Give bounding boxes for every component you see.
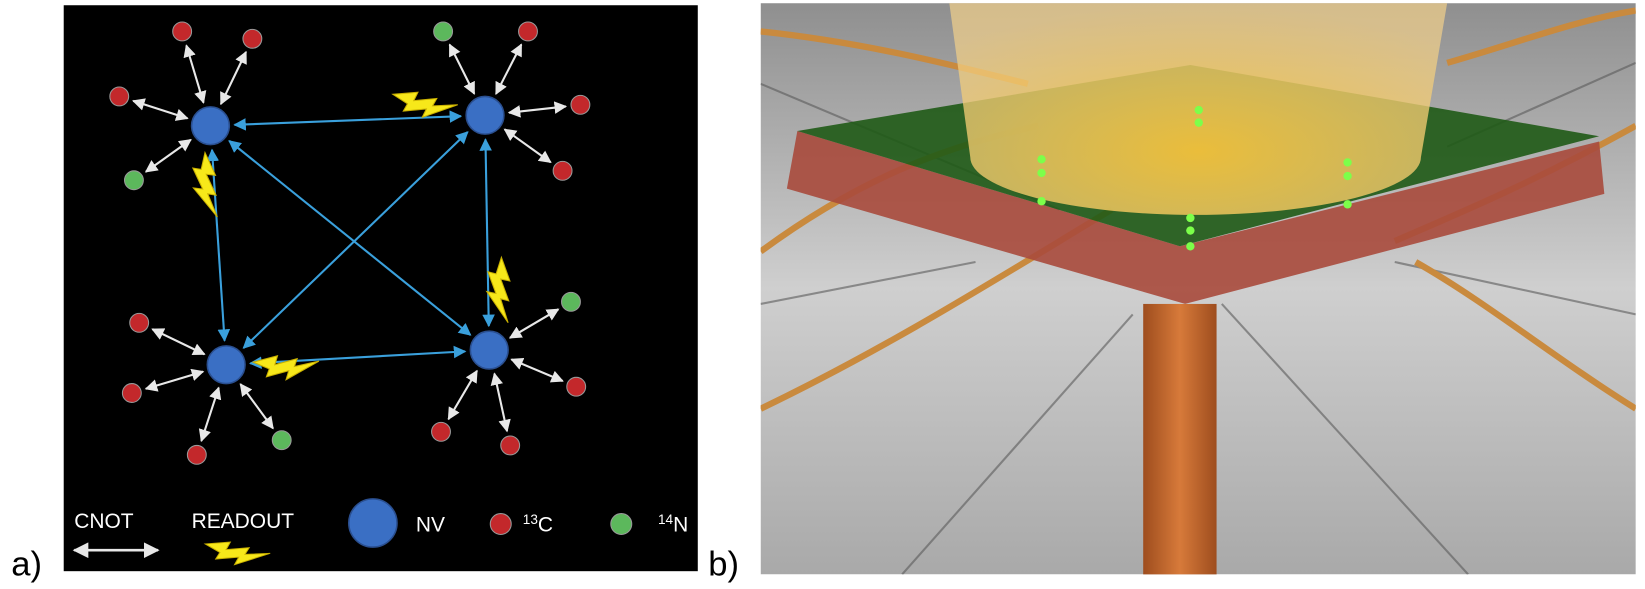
legend-n14-sup: 14 <box>658 512 674 527</box>
cnot-arrow <box>495 43 523 95</box>
cnot-arrow <box>510 358 564 383</box>
cnot-arrow <box>447 369 478 421</box>
c13-nucleus <box>500 435 521 456</box>
c13-nucleus <box>121 383 142 403</box>
c13-nucleus <box>172 21 193 42</box>
cnot-arrow <box>508 308 560 339</box>
panel-a-background <box>63 5 698 572</box>
cnot-arrow <box>151 328 206 356</box>
cnot-arrow <box>219 50 247 106</box>
cnot-arrow <box>490 372 511 433</box>
network <box>109 21 591 465</box>
cnot-arrow <box>448 43 476 95</box>
panel-a-label: a) <box>11 545 42 583</box>
legend-n14-text: N <box>673 513 688 536</box>
cnot-arrow <box>132 98 189 121</box>
coupling-arrow <box>242 131 469 349</box>
nv-legend-dot <box>347 498 398 548</box>
legend-c13-sup: 13 <box>523 512 538 527</box>
nv-center <box>469 330 509 370</box>
coupling-arrow <box>233 110 463 131</box>
n14-nucleus <box>561 291 581 312</box>
c13-legend-dot <box>489 513 512 536</box>
n14-nucleus <box>123 170 144 191</box>
legend-n14: 14N <box>658 512 688 536</box>
nv-center <box>465 95 505 135</box>
coupling-arrow <box>479 138 495 328</box>
coupling-arrow <box>206 148 231 342</box>
cnot-arrow <box>144 368 205 392</box>
c13-nucleus <box>431 421 451 442</box>
legend-c13: 13C <box>523 512 553 536</box>
legend-c13-text: C <box>538 513 553 536</box>
nv-center <box>206 345 246 385</box>
cnot-arrow <box>239 383 274 430</box>
panel-b-render <box>760 3 1636 575</box>
n14-nucleus <box>271 430 292 451</box>
legend-readout: READOUT <box>192 510 295 533</box>
cnot-arrow <box>144 138 192 173</box>
cnot-arrow <box>183 44 207 104</box>
panel-b-label: b) <box>708 545 739 583</box>
cnot-arrow <box>507 101 568 118</box>
cnot-arrow <box>503 128 552 164</box>
c13-nucleus <box>242 28 263 49</box>
c13-nucleus <box>109 86 130 107</box>
c13-nucleus <box>129 312 150 333</box>
n14-nucleus <box>433 21 454 42</box>
c13-nucleus <box>552 160 573 181</box>
nv-center <box>190 106 231 146</box>
c13-nucleus <box>570 94 591 115</box>
c13-nucleus <box>518 21 538 42</box>
c13-nucleus <box>186 444 207 465</box>
legend-cnot: CNOT <box>74 510 134 533</box>
cnot-arrow <box>198 386 222 443</box>
n14-legend-dot <box>610 513 633 536</box>
c13-nucleus <box>566 376 587 397</box>
legend-nv: NV <box>416 513 445 536</box>
